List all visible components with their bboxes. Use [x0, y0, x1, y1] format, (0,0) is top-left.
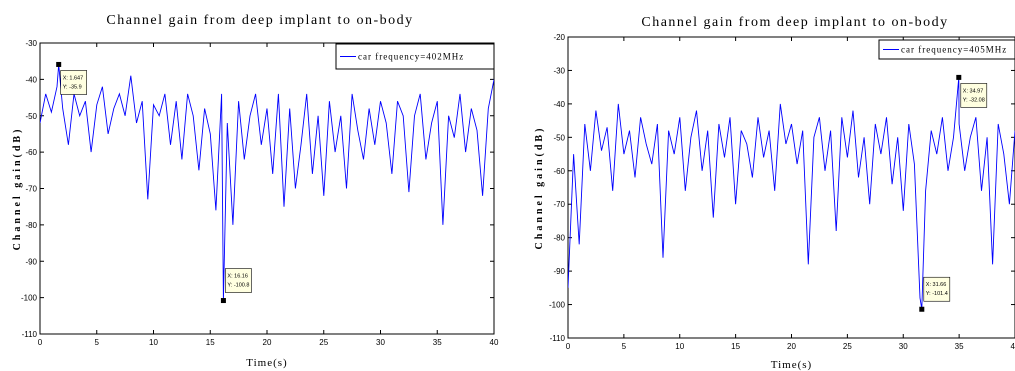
y-tick-label: -50	[25, 112, 37, 121]
data-tip-y: Y: -101.4	[926, 291, 948, 297]
data-tip[interactable]: X: 31.66 Y: -101.4	[919, 276, 951, 312]
data-tip-box	[960, 83, 988, 108]
data-tip-y: Y: -32.08	[963, 97, 985, 103]
x-tick-label: 15	[731, 342, 740, 351]
x-axis-label: Time(s)	[246, 357, 287, 369]
x-tick-label: 25	[843, 342, 852, 351]
x-tick-label: 35	[433, 338, 442, 347]
x-tick-label: 30	[376, 338, 385, 347]
x-tick-label: 20	[263, 338, 272, 347]
data-tip-x: X: 31.66	[926, 282, 947, 288]
data-tip-marker	[956, 74, 962, 80]
y-tick-label: -110	[22, 330, 38, 339]
y-tick-label: -40	[553, 100, 565, 109]
y-axis-label: Channel gain(dB)	[534, 126, 545, 250]
plot-area-frame	[39, 42, 495, 335]
chart-2: Channel gain from deep implant to on-bod…	[534, 15, 1015, 371]
legend-entry: car frequency=405MHz	[901, 45, 1007, 55]
data-tip-box	[923, 276, 951, 302]
x-tick-label: 10	[149, 338, 158, 347]
data-tip-x: X: 34.97	[963, 88, 984, 94]
data-tip[interactable]: X: 16.16 Y: -100.8	[220, 268, 252, 304]
y-tick-label: -100	[21, 294, 38, 303]
legend-entry: car frequency=402MHz	[358, 52, 464, 62]
series-line-1	[40, 64, 494, 301]
y-tick-label: -100	[549, 301, 566, 310]
legend-box	[335, 43, 495, 70]
data-tip-y: Y: -100.8	[227, 283, 249, 289]
data-tip-marker	[220, 298, 226, 304]
legend: car frequency=402MHz	[335, 43, 495, 70]
chart-title: Channel gain from deep implant to on-bod…	[106, 13, 413, 28]
y-tick-label: -40	[25, 75, 37, 84]
y-tick-label: -70	[25, 185, 37, 194]
x-tick-label: 35	[955, 342, 964, 351]
series-line-1	[568, 77, 1015, 310]
x-tick-label: 40	[490, 338, 499, 347]
x-tick-label: 25	[319, 338, 328, 347]
x-tick-label: 15	[206, 338, 215, 347]
x-tick-label: 10	[675, 342, 684, 351]
x-tick-label: 0	[566, 342, 571, 351]
y-tick-label: -90	[25, 257, 37, 266]
x-tick-label: 30	[899, 342, 908, 351]
data-tip[interactable]: X: 34.97 Y: -32.08	[956, 74, 988, 108]
y-tick-label: -30	[553, 66, 565, 75]
y-tick-label: -80	[25, 221, 37, 230]
data-tip-y: Y: -35.9	[63, 84, 82, 90]
data-tip-x: X: 1.647	[63, 75, 84, 81]
data-tip-marker	[56, 61, 62, 67]
x-tick-label: 40	[1011, 342, 1015, 351]
y-tick-label: -30	[25, 39, 37, 48]
legend-box	[878, 39, 1015, 60]
data-tip-box	[225, 268, 252, 293]
y-tick-label: -70	[553, 200, 565, 209]
y-tick-label: -80	[553, 234, 565, 243]
x-tick-label: 5	[622, 342, 627, 351]
x-tick-label: 0	[38, 338, 43, 347]
x-tick-label: 20	[787, 342, 796, 351]
x-axis-label: Time(s)	[771, 359, 812, 371]
y-tick-label: -50	[553, 133, 565, 142]
y-tick-label: -60	[25, 148, 37, 157]
data-tip[interactable]: X: 1.647 Y: -35.9	[56, 61, 87, 95]
data-tip-marker	[919, 306, 925, 312]
chart-1: Channel gain from deep implant to on-bod…	[12, 13, 499, 369]
y-axis-label: Channel gain(dB)	[12, 127, 23, 251]
y-tick-label: -20	[553, 33, 565, 42]
legend: car frequency=405MHz	[878, 39, 1015, 60]
x-tick-label: 5	[95, 338, 100, 347]
data-tip-x: X: 16.16	[227, 274, 248, 280]
data-tip-box	[60, 70, 87, 95]
y-tick-label: -60	[553, 167, 565, 176]
y-tick-label: -110	[550, 334, 566, 343]
chart-title: Channel gain from deep implant to on-bod…	[641, 15, 948, 30]
y-tick-label: -90	[553, 267, 565, 276]
